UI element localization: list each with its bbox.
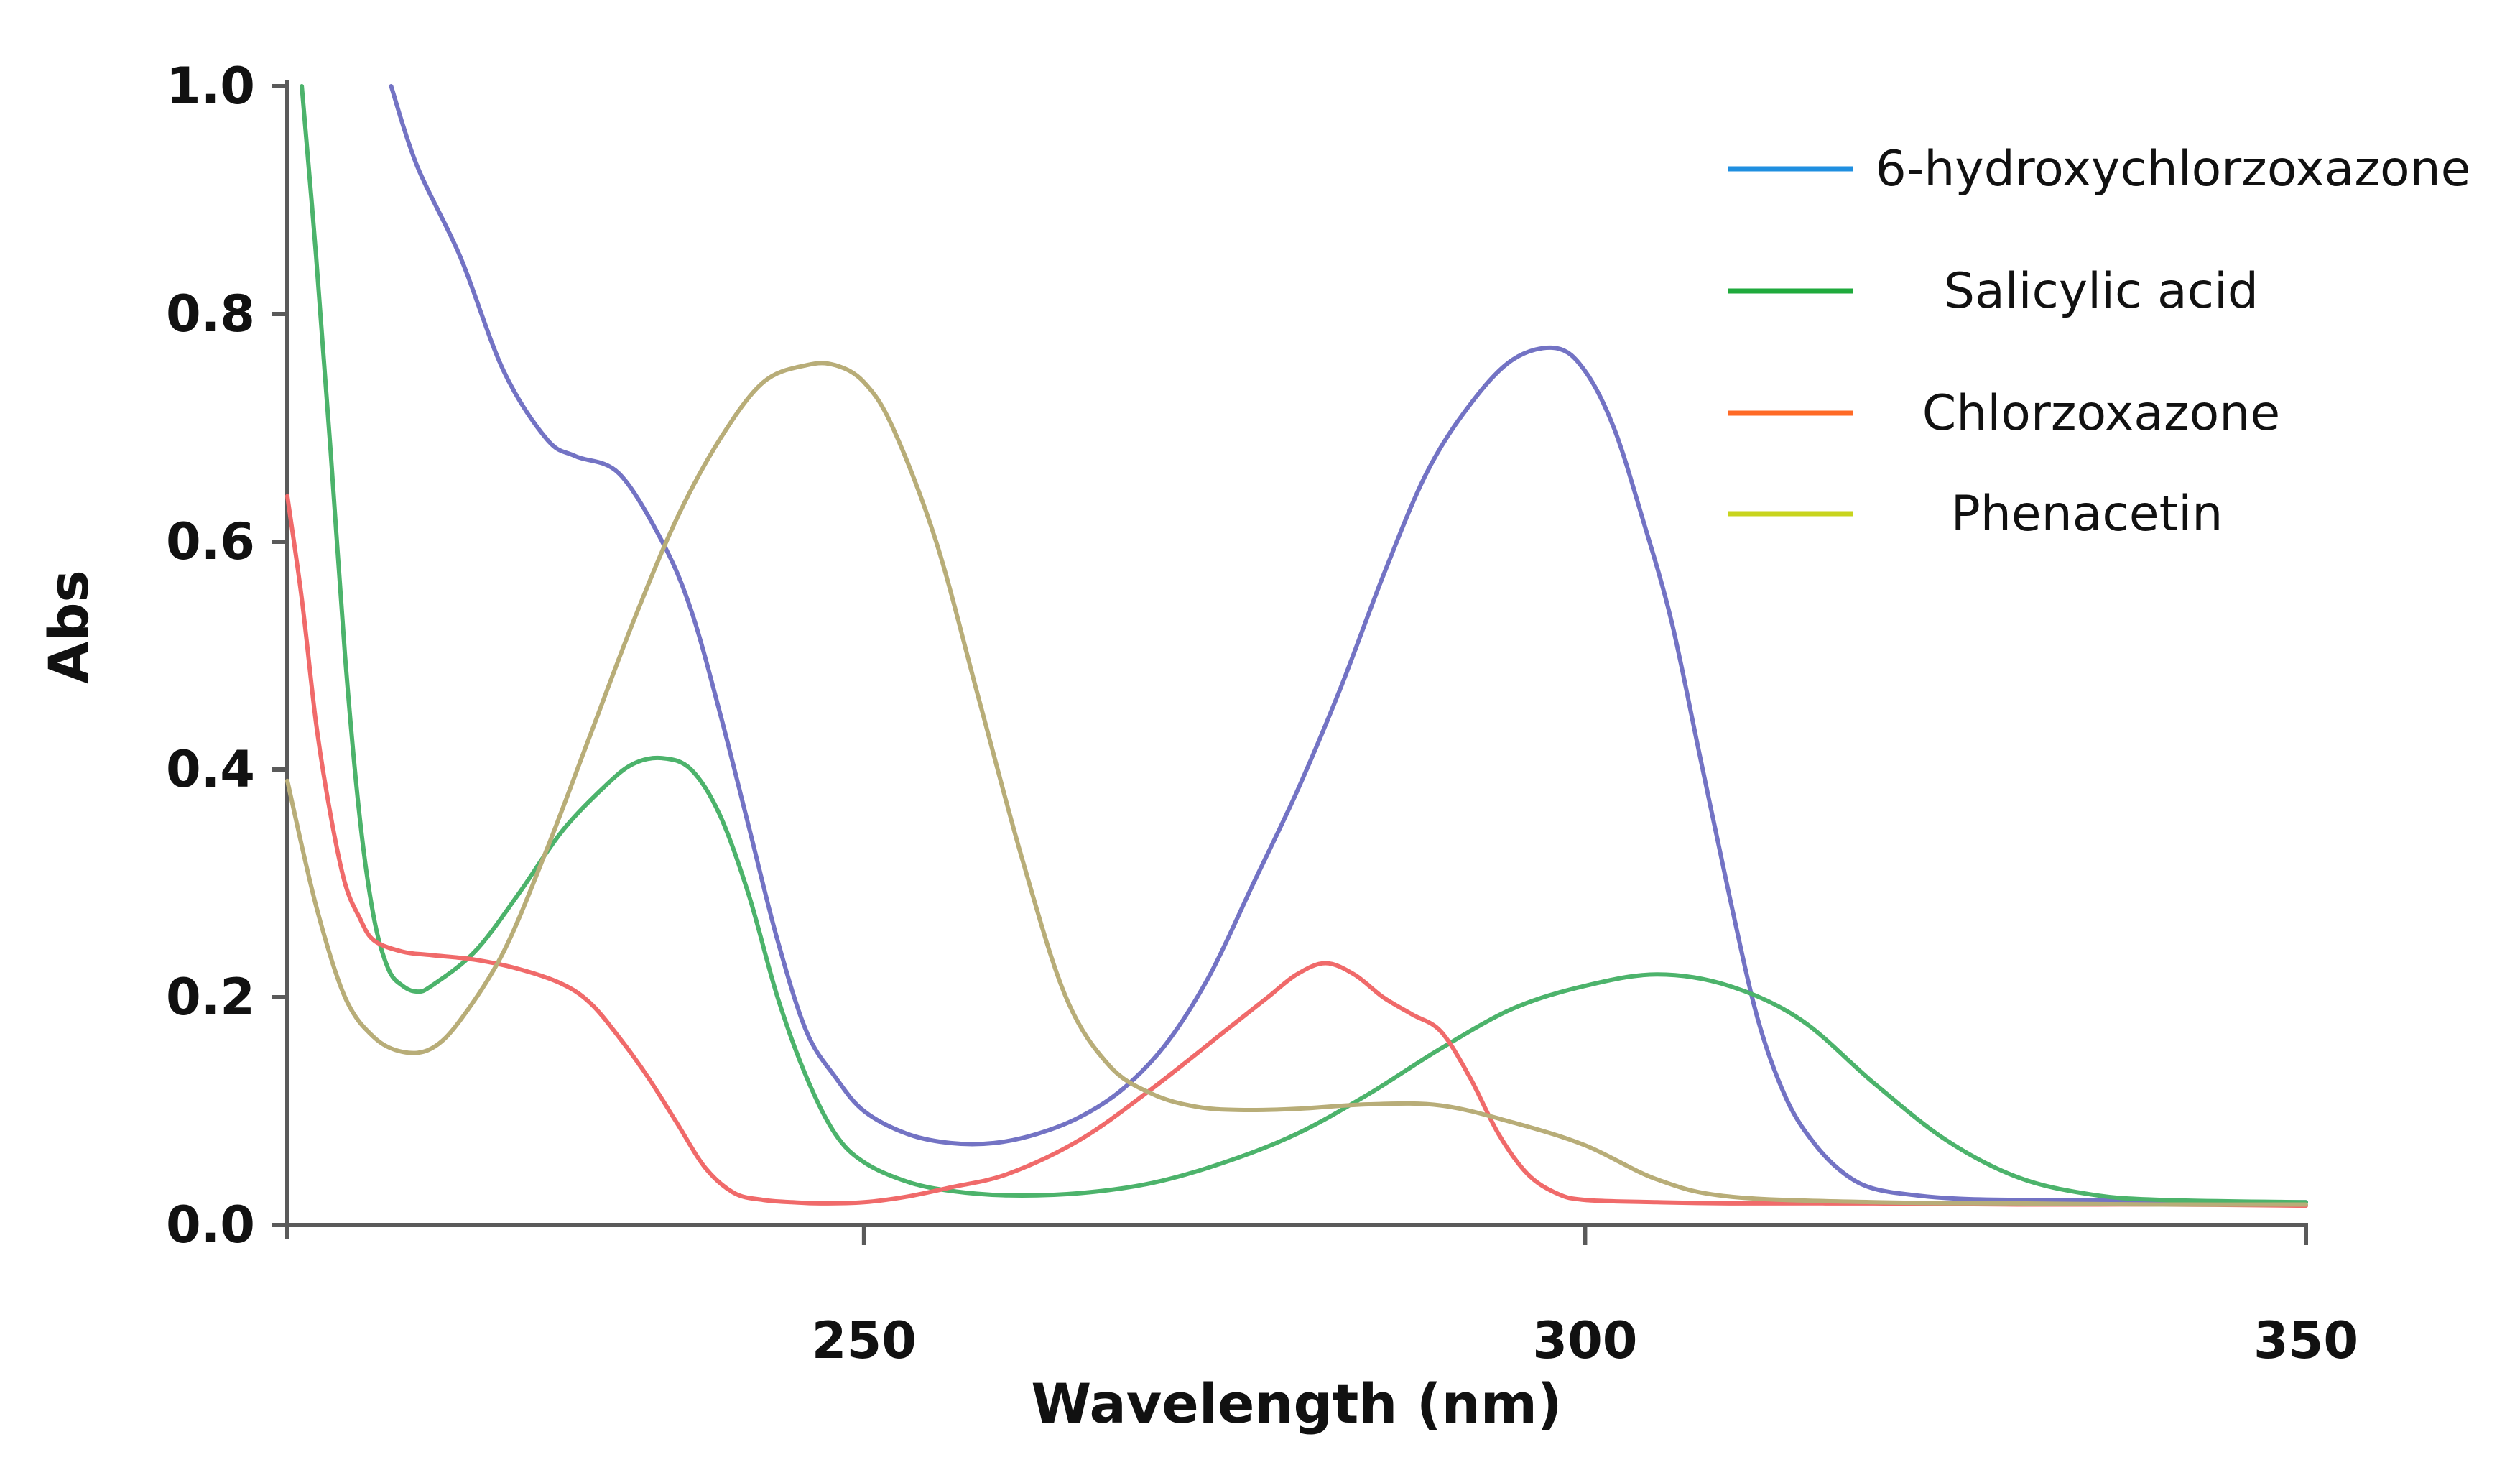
- series-lines: [285, 84, 2308, 1208]
- axes: [282, 80, 2308, 1234]
- y-tick-label: 0.6: [166, 512, 255, 571]
- legend-label: Phenacetin: [1951, 486, 2223, 542]
- y-tick-label: 0.4: [166, 740, 255, 799]
- x-tick-label: 350: [2253, 1311, 2358, 1370]
- y-axis-title: Abs: [37, 570, 101, 683]
- x-axis-title: Wavelength (nm): [1031, 1372, 1562, 1436]
- tick-labels: 0.0 0.2 0.4 0.6 0.8 1.0 250 300 350: [166, 57, 2358, 1370]
- tick-marks: [272, 84, 2308, 1245]
- y-tick-label: 0.8: [166, 285, 255, 343]
- legend-label: Chlorzoxazone: [1922, 385, 2280, 442]
- legend-label: Salicylic acid: [1944, 263, 2259, 320]
- legend: 6-hydroxychlorzoxazone Salicylic acid Chlo…: [1728, 141, 2471, 542]
- y-tick-label: 0.0: [166, 1196, 255, 1254]
- y-tick-label: 1.0: [166, 57, 255, 116]
- series-line-2: [285, 494, 2308, 1208]
- x-tick-label: 250: [812, 1311, 917, 1370]
- series-line-0: [389, 84, 2308, 1205]
- y-tick-label: 0.2: [166, 968, 255, 1027]
- legend-label: 6-hydroxychlorzoxazone: [1875, 141, 2470, 198]
- series-line-3: [285, 361, 2308, 1207]
- x-tick-label: 300: [1532, 1311, 1637, 1370]
- series-line-1: [300, 84, 2308, 1205]
